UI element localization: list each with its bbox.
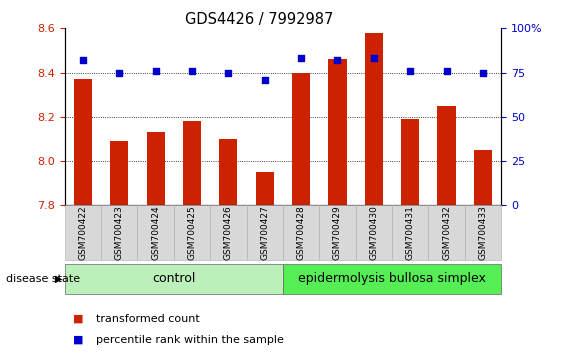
Point bbox=[442, 68, 451, 74]
Bar bbox=[401, 119, 419, 205]
Bar bbox=[146, 132, 165, 205]
Point bbox=[187, 68, 196, 74]
Point bbox=[260, 77, 269, 82]
Text: GSM700425: GSM700425 bbox=[187, 205, 196, 260]
Text: transformed count: transformed count bbox=[96, 314, 199, 324]
Text: GSM700424: GSM700424 bbox=[151, 205, 160, 260]
Bar bbox=[219, 139, 238, 205]
Bar bbox=[365, 33, 383, 205]
Point bbox=[115, 70, 124, 75]
Bar bbox=[183, 121, 201, 205]
Text: GSM700431: GSM700431 bbox=[406, 205, 415, 260]
Bar bbox=[74, 79, 92, 205]
Text: GSM700428: GSM700428 bbox=[297, 205, 306, 260]
Text: ▶: ▶ bbox=[55, 274, 63, 284]
Bar bbox=[110, 141, 128, 205]
Text: ■: ■ bbox=[73, 314, 84, 324]
Text: GSM700422: GSM700422 bbox=[78, 205, 87, 260]
Text: GSM700432: GSM700432 bbox=[442, 205, 451, 260]
Text: GSM700429: GSM700429 bbox=[333, 205, 342, 260]
Text: percentile rank within the sample: percentile rank within the sample bbox=[96, 335, 284, 345]
Text: ■: ■ bbox=[73, 335, 84, 345]
Text: disease state: disease state bbox=[6, 274, 80, 284]
Point bbox=[479, 70, 488, 75]
Text: GSM700426: GSM700426 bbox=[224, 205, 233, 260]
Text: GSM700423: GSM700423 bbox=[115, 205, 124, 260]
Point bbox=[333, 57, 342, 63]
Point bbox=[151, 68, 160, 74]
Bar bbox=[328, 59, 347, 205]
Point bbox=[297, 56, 306, 61]
Bar bbox=[256, 172, 274, 205]
Point bbox=[224, 70, 233, 75]
Point bbox=[78, 57, 87, 63]
Text: GSM700427: GSM700427 bbox=[260, 205, 269, 260]
Text: GSM700433: GSM700433 bbox=[479, 205, 488, 260]
Text: epidermolysis bullosa simplex: epidermolysis bullosa simplex bbox=[298, 272, 486, 285]
Point bbox=[406, 68, 415, 74]
Point bbox=[369, 56, 378, 61]
Text: control: control bbox=[152, 272, 195, 285]
Bar bbox=[437, 106, 455, 205]
Text: GSM700430: GSM700430 bbox=[369, 205, 378, 260]
Text: GDS4426 / 7992987: GDS4426 / 7992987 bbox=[185, 12, 333, 27]
Bar bbox=[292, 73, 310, 205]
Bar bbox=[474, 150, 492, 205]
